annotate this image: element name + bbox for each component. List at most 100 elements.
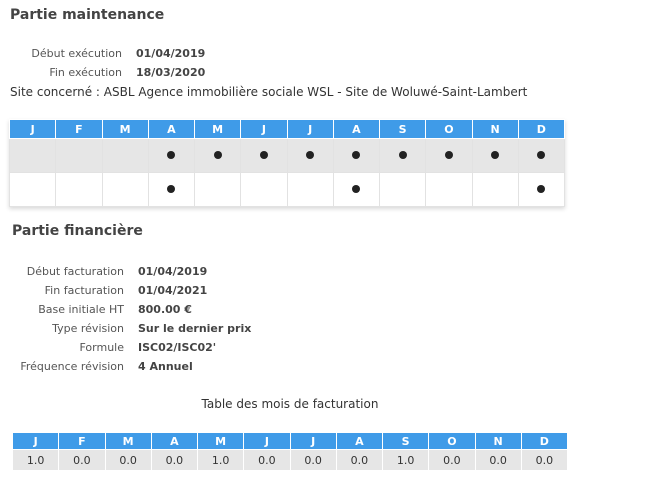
end-billing-value: 01/04/2021 (138, 284, 208, 297)
maintenance-month-cell (378, 172, 427, 207)
maintenance-month-cell (240, 172, 288, 207)
revision-type-value: Sur le dernier prix (138, 322, 252, 335)
start-execution-label: Début exécution (31, 47, 122, 60)
scheduled-dot-icon (537, 185, 546, 193)
maintenance-month-cell (101, 172, 149, 207)
billing-month-value: 0.0 (243, 449, 291, 471)
maintenance-section-title: Partie maintenance (10, 7, 165, 23)
maintenance-month-cell (378, 138, 427, 173)
maintenance-month-cell (517, 172, 566, 207)
maintenance-month-cell (425, 138, 473, 173)
site-concerned: Site concerné : ASBL Agence immobilière … (10, 85, 528, 99)
billing-month-value: 0.0 (520, 449, 569, 471)
maintenance-month-cell (55, 172, 103, 207)
maintenance-month-cell (286, 138, 334, 173)
billing-month-value: 1.0 (381, 449, 430, 471)
maintenance-month-cell (425, 172, 473, 207)
billing-month-header: J (289, 432, 337, 450)
billing-month-header: A (335, 432, 384, 450)
scheduled-dot-icon (306, 151, 315, 159)
formula-label: Formule (79, 341, 124, 354)
formula-row: Formule ISC02/ISC02' (0, 338, 251, 357)
end-execution-row: Fin exécution 18/03/2020 (0, 63, 205, 82)
scheduled-dot-icon (537, 151, 546, 159)
scheduled-dot-icon (167, 185, 176, 193)
base-ht-value: 800.00 € (138, 303, 192, 316)
maintenance-month-header: M (101, 119, 149, 139)
maintenance-month-cell (471, 138, 519, 173)
start-billing-row: Début facturation 01/04/2019 (0, 262, 251, 281)
maintenance-month-cell (193, 172, 242, 207)
billing-month-header: J (243, 432, 291, 450)
base-ht-label: Base initiale HT (38, 303, 124, 316)
billing-month-value: 0.0 (104, 449, 152, 471)
maintenance-month-header: S (378, 119, 427, 139)
end-billing-label: Fin facturation (44, 284, 124, 297)
revision-frequency-row: Fréquence révision 4 Annuel (0, 357, 251, 376)
maintenance-month-cell (55, 138, 103, 173)
maintenance-month-cell (8, 172, 57, 207)
start-billing-value: 01/04/2019 (138, 265, 208, 278)
billing-month-header: D (520, 432, 569, 450)
billing-month-value: 0.0 (150, 449, 199, 471)
maintenance-fields: Début exécution 01/04/2019 Fin exécution… (0, 44, 205, 82)
formula-value: ISC02/ISC02' (138, 341, 217, 354)
scheduled-dot-icon (259, 151, 268, 159)
start-billing-label: Début facturation (26, 265, 124, 278)
revision-frequency-label: Fréquence révision (20, 360, 124, 373)
maintenance-month-cell (147, 172, 196, 207)
billing-month-value: 1.0 (11, 449, 60, 471)
revision-type-row: Type révision Sur le dernier prix (0, 319, 251, 338)
maintenance-month-header: A (332, 119, 381, 139)
billing-month-value: 0.0 (335, 449, 384, 471)
billing-month-value: 0.0 (428, 449, 476, 471)
scheduled-dot-icon (398, 151, 407, 159)
billing-month-header: O (428, 432, 476, 450)
billing-month-value: 0.0 (58, 449, 106, 471)
maintenance-month-cell (101, 138, 149, 173)
maintenance-month-header: A (147, 119, 196, 139)
start-execution-row: Début exécution 01/04/2019 (0, 44, 205, 63)
end-billing-row: Fin facturation 01/04/2021 (0, 281, 251, 300)
billing-month-header: M (104, 432, 152, 450)
maintenance-month-cell (332, 138, 381, 173)
scheduled-dot-icon (444, 151, 453, 159)
financial-section-title: Partie financière (12, 223, 143, 239)
maintenance-month-cell (193, 138, 242, 173)
billing-month-value: 1.0 (196, 449, 245, 471)
financial-fields: Début facturation 01/04/2019 Fin factura… (0, 262, 251, 376)
scheduled-dot-icon (167, 151, 176, 159)
maintenance-month-header: F (55, 119, 103, 139)
maintenance-month-header: D (517, 119, 566, 139)
scheduled-dot-icon (491, 151, 500, 159)
maintenance-month-cell (332, 172, 381, 207)
billing-month-header: J (11, 432, 60, 450)
maintenance-row (8, 138, 566, 173)
billing-month-header: F (58, 432, 106, 450)
billing-month-header: M (196, 432, 245, 450)
billing-month-header: N (474, 432, 522, 450)
maintenance-month-header: J (8, 119, 57, 139)
billing-months-values: 1.0 0.0 0.0 0.0 1.0 0.0 0.0 0.0 1.0 0.0 0.0 0.0 (11, 449, 569, 471)
revision-frequency-value: 4 Annuel (138, 360, 193, 373)
billing-month-value: 0.0 (289, 449, 337, 471)
billing-table-caption: Table des mois de facturation (201, 397, 379, 411)
maintenance-month-cell (147, 138, 196, 173)
maintenance-month-cell (471, 172, 519, 207)
end-execution-label: Fin exécution (49, 66, 122, 79)
maintenance-month-cell (8, 138, 57, 173)
maintenance-month-header: M (193, 119, 242, 139)
billing-month-header: A (150, 432, 199, 450)
maintenance-months-body (8, 138, 566, 207)
maintenance-month-header: O (425, 119, 473, 139)
billing-month-value: 0.0 (474, 449, 522, 471)
maintenance-month-cell (240, 138, 288, 173)
scheduled-dot-icon (213, 151, 222, 159)
billing-month-header: S (381, 432, 430, 450)
maintenance-month-header: N (471, 119, 519, 139)
maintenance-month-cell (286, 172, 334, 207)
end-execution-value: 18/03/2020 (136, 66, 206, 79)
